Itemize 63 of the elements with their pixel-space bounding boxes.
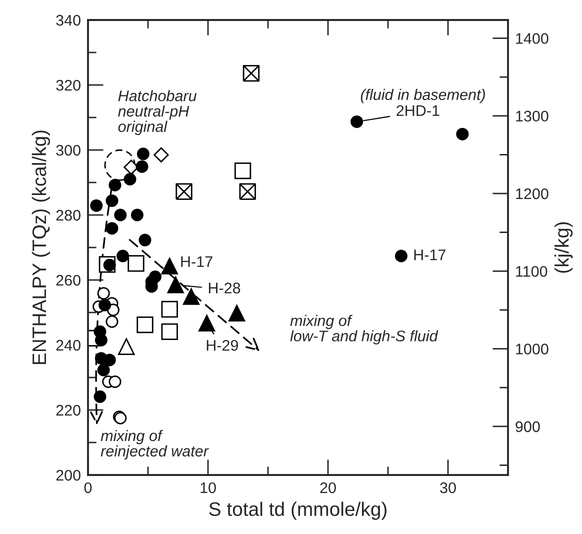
point	[97, 287, 110, 300]
y2-tick-label: 1200	[516, 188, 548, 200]
point	[94, 390, 106, 403]
point	[228, 304, 246, 322]
y-tick-label: 280	[56, 210, 80, 221]
point	[108, 375, 122, 388]
y2-tick-label: 900	[516, 421, 540, 432]
point	[154, 147, 169, 162]
y-tick-label: 200	[56, 470, 80, 481]
point	[106, 222, 118, 235]
point	[167, 276, 184, 294]
point	[114, 208, 127, 222]
point	[161, 258, 178, 274]
x-tick-label: 30	[440, 482, 456, 494]
y-tick-label: 320	[56, 80, 80, 91]
point	[124, 173, 136, 186]
x-axis-title: S total td (mmole/kg)	[209, 502, 386, 520]
point	[130, 208, 144, 222]
y2-tick-label: 1100	[516, 266, 548, 277]
y2-axis-title: (kj/kg)	[554, 222, 573, 273]
point	[97, 364, 110, 376]
x-tick-label: 20	[320, 482, 336, 494]
y-tick-label: 340	[56, 14, 80, 26]
annotation: Hatchobaru neutral-pH original	[118, 90, 196, 136]
y-tick-label: 300	[56, 144, 80, 156]
point	[456, 128, 469, 140]
annotation: (fluid in basement)	[360, 88, 485, 104]
point	[161, 300, 178, 318]
point	[350, 115, 364, 128]
annotation: H-29	[206, 340, 238, 351]
y2-tick-label: 1000	[516, 344, 548, 354]
y-tick-label: 240	[56, 340, 80, 351]
point	[116, 250, 130, 262]
annotation: H-17	[181, 256, 212, 267]
point	[198, 314, 216, 332]
annotation: H-28	[208, 282, 240, 294]
annotation: H-17	[414, 250, 446, 260]
point	[136, 148, 150, 160]
point	[108, 178, 122, 192]
point	[128, 255, 144, 272]
y2-tick-label: 1400	[516, 33, 548, 44]
point	[394, 250, 408, 262]
y-tick-label: 260	[56, 274, 80, 286]
point	[234, 162, 252, 180]
x-tick-label: 0	[84, 482, 92, 494]
point	[103, 354, 116, 366]
annotation: mixing of reinjected water	[100, 430, 209, 460]
y-tick-label: 220	[56, 404, 80, 416]
point	[106, 194, 118, 207]
x-tick-label: 10	[200, 482, 216, 494]
point	[182, 288, 200, 305]
y2-tick-label: 1300	[516, 110, 548, 122]
point	[161, 323, 178, 340]
point	[106, 315, 118, 328]
point	[98, 298, 112, 312]
point	[176, 183, 192, 200]
point	[138, 234, 152, 246]
annotation: mixing of low-T and high-S fluid	[290, 314, 438, 344]
point	[136, 160, 148, 173]
annotation: 2HD-1	[396, 105, 440, 116]
y-axis-title: ENTHALPY (TQz) (kcal/kg)	[32, 130, 50, 364]
point	[90, 199, 103, 212]
point	[136, 316, 154, 334]
